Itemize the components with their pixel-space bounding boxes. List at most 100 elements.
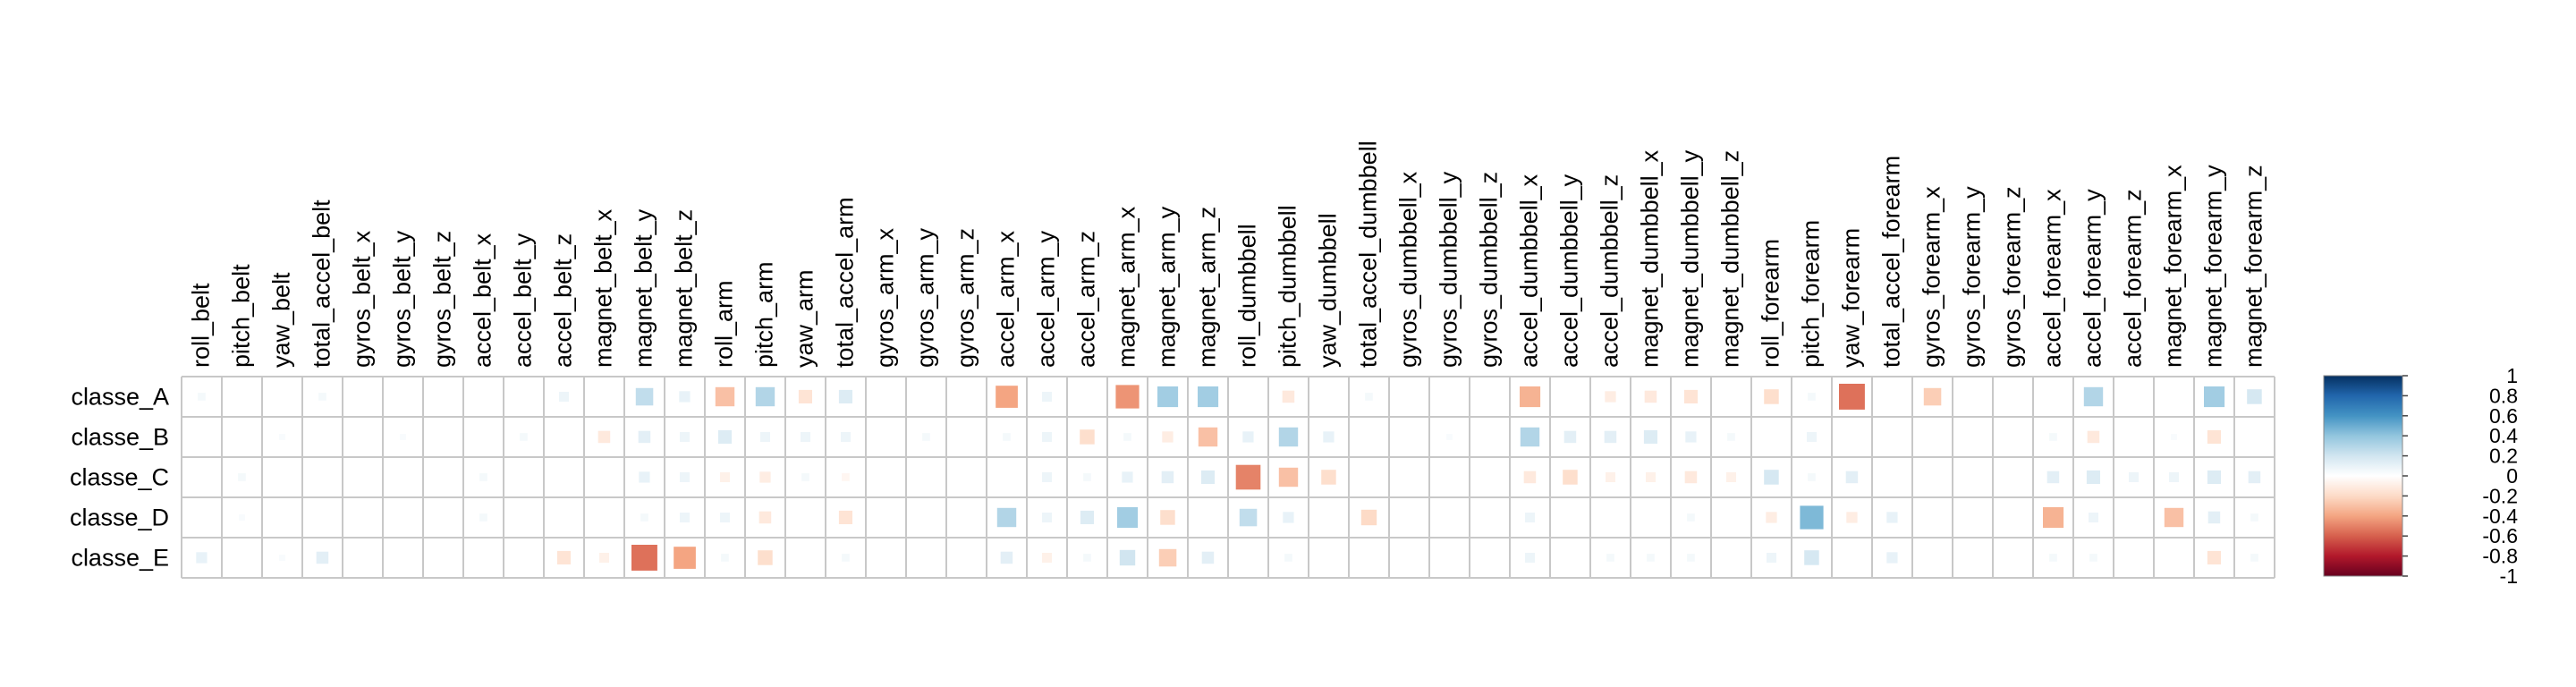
heatmap-cell [1807, 432, 1817, 442]
heatmap-cell [1200, 470, 1215, 484]
legend-tick-label: 0.2 [2489, 445, 2518, 468]
column-label: yaw_arm [792, 269, 818, 368]
column-label: gyros_arm_x [872, 227, 899, 368]
column-label: gyros_dumbbell_y [1436, 171, 1462, 368]
column-label: roll_arm [711, 280, 738, 368]
heatmap-cell [1525, 553, 1535, 563]
heatmap-cell [1604, 430, 1617, 444]
column-label: gyros_belt_z [429, 231, 456, 368]
heatmap-cell [2049, 554, 2057, 562]
heatmap-cell [1117, 507, 1139, 529]
heatmap-cell [1606, 472, 1615, 482]
column-label: accel_dumbbell_x [1516, 174, 1543, 368]
column-label: roll_forearm [1758, 239, 1784, 368]
heatmap-cell [316, 551, 329, 564]
heatmap-cell [1808, 393, 1816, 401]
heatmap-cell [196, 552, 208, 564]
heatmap-cell [2169, 472, 2179, 482]
heatmap-cell [838, 510, 852, 524]
column-label: yaw_belt [268, 272, 295, 368]
heatmap-cell [1278, 467, 1299, 488]
heatmap-cell [639, 471, 650, 483]
heatmap-cell [1525, 513, 1535, 522]
column-label: magnet_belt_x [590, 208, 617, 368]
column-label: roll_belt [188, 283, 215, 368]
heatmap-cell [1284, 554, 1292, 562]
heatmap-cell [1162, 431, 1174, 443]
legend-ticks: 10.80.60.40.20-0.2-0.4-0.6-0.8-1 [2402, 364, 2518, 588]
heatmap-cell [631, 545, 657, 571]
heatmap-cell [715, 386, 735, 407]
heatmap-cell [996, 507, 1017, 528]
heatmap-cell [1283, 512, 1294, 523]
heatmap-cell [318, 393, 326, 401]
heatmap-cell [1157, 386, 1179, 408]
heatmap-cell [801, 432, 810, 442]
heatmap-cell [1800, 505, 1824, 530]
column-label: magnet_dumbbell_z [1717, 150, 1744, 368]
column-label: yaw_forearm [1838, 228, 1865, 368]
column-label: yaw_dumbbell [1315, 213, 1342, 368]
heatmap-cell [2043, 507, 2064, 529]
heatmap-cell [1000, 551, 1013, 564]
heatmap-cell [1839, 384, 1865, 410]
heatmap-cell [479, 513, 487, 522]
heatmap-cell [556, 550, 571, 564]
column-label: total_accel_forearm [1878, 156, 1905, 368]
column-label: gyros_dumbbell_z [1476, 172, 1503, 368]
heatmap-cell [1923, 387, 1942, 406]
heatmap-cell [1360, 509, 1377, 526]
heatmap-cell [1684, 471, 1698, 484]
heatmap-cell [1323, 431, 1335, 443]
column-label: gyros_forearm_y [1959, 186, 1986, 368]
heatmap-cell [1282, 390, 1295, 403]
column-label: accel_arm_y [1033, 230, 1060, 368]
heatmap-cell [2247, 389, 2262, 404]
heatmap-cell [1042, 392, 1052, 402]
column-label: pitch_belt [228, 264, 255, 368]
column-label: magnet_belt_y [631, 208, 657, 368]
heatmap-cell [1808, 473, 1816, 481]
color-legend: 10.80.60.40.20-0.2-0.4-0.6-0.8-1 [2323, 364, 2518, 588]
heatmap-cell [798, 389, 812, 403]
heatmap-cell [1764, 470, 1779, 485]
heatmap-cell [1563, 430, 1577, 444]
heatmap-cell [1158, 548, 1177, 567]
legend-tick-label: 0 [2506, 464, 2518, 488]
heatmap-cell [2049, 433, 2057, 441]
column-label: pitch_arm [751, 261, 778, 368]
heatmap-cell [1160, 510, 1175, 525]
heatmap-cell [838, 389, 852, 403]
legend-tick-label: -0.4 [2482, 505, 2518, 528]
column-label: magnet_arm_x [1114, 206, 1140, 368]
heatmap-cell [2250, 554, 2258, 562]
heatmap-cell [599, 553, 609, 563]
heatmap-cell [2129, 472, 2139, 482]
heatmap-cell [1119, 549, 1136, 566]
heatmap-cell [1726, 472, 1736, 482]
heatmap-cell [1643, 429, 1657, 444]
column-label: gyros_arm_y [912, 227, 939, 368]
heatmap-cell [755, 386, 775, 407]
row-label: classe_B [71, 424, 169, 451]
heatmap-cell [1685, 431, 1697, 443]
heatmap-cell [1687, 513, 1695, 522]
column-label: accel_forearm_y [2080, 189, 2106, 368]
column-label: magnet_forearm_y [2200, 165, 2227, 368]
column-label: accel_belt_x [470, 233, 496, 368]
column-label: magnet_forearm_z [2241, 165, 2267, 368]
heatmap-cell [1767, 553, 1776, 563]
column-label: pitch_forearm [1798, 220, 1825, 368]
heatmap-cell [520, 433, 528, 441]
heatmap-cell [2248, 471, 2261, 484]
heatmap-cell [1080, 429, 1095, 445]
heatmap-cell [1235, 464, 1261, 490]
heatmap-cell [638, 430, 651, 444]
column-label: magnet_forearm_x [2160, 165, 2187, 368]
column-label: pitch_dumbbell [1275, 205, 1301, 368]
heatmap-cell [559, 392, 569, 402]
heatmap-cell [680, 513, 690, 522]
column-label: gyros_arm_z [953, 228, 979, 368]
column-label: magnet_belt_z [671, 209, 698, 368]
heatmap-cell [2207, 511, 2221, 524]
